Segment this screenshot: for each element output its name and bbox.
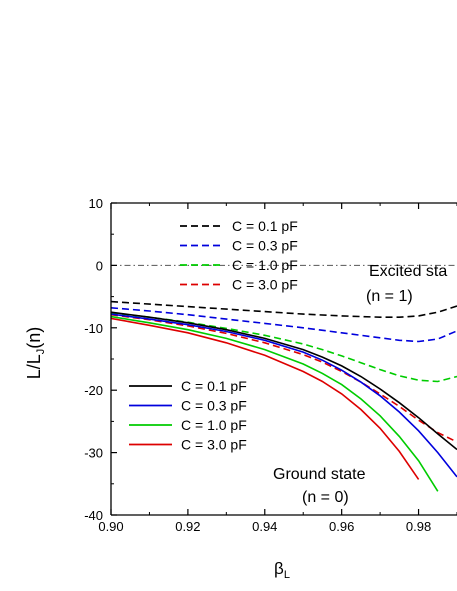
legend-excited-label-0: C = 0.1 pF xyxy=(232,218,298,234)
svg-text:L/LJ(n): L/LJ(n) xyxy=(24,327,47,380)
y-tick-label: -10 xyxy=(84,321,103,336)
legend-ground-label-0: C = 0.1 pF xyxy=(181,378,247,394)
y-tick-label: 10 xyxy=(89,196,103,211)
annotation-ground-title: Ground state xyxy=(273,466,366,483)
x-tick-label: 0.96 xyxy=(329,519,354,534)
series-ground-6 xyxy=(111,315,439,492)
x-tick-label: 0.94 xyxy=(252,519,277,534)
y-tick-label: 0 xyxy=(96,258,103,273)
series-ground-5 xyxy=(111,313,457,478)
legend-ground-label-2: C = 1.0 pF xyxy=(181,417,247,433)
x-tick-label: 0.90 xyxy=(98,519,123,534)
series-ground-4 xyxy=(111,311,457,451)
y-tick-label: -40 xyxy=(84,508,103,523)
legend-ground-label-3: C = 3.0 pF xyxy=(181,437,247,453)
legend-excited-label-3: C = 3.0 pF xyxy=(232,277,298,293)
x-axis-title: βL xyxy=(274,559,290,581)
ticks-layer: 0.90 0.92 0.94 0.96 0.98 10 0 -10 -20 -30 -40 xyxy=(84,196,457,534)
annotation-ground-state: (n = 0) xyxy=(302,489,349,506)
y-axis-title-suffix: (n) xyxy=(24,327,44,349)
series-excited-2 xyxy=(111,312,457,383)
y-tick-label: -20 xyxy=(84,383,103,398)
y-axis-title-sub: J xyxy=(35,349,47,355)
svg-text:βL: βL xyxy=(274,559,290,581)
annotation-excited-title: Excited sta xyxy=(369,263,447,280)
legend-ground-label-1: C = 0.3 pF xyxy=(181,398,247,414)
x-tick-label: 0.98 xyxy=(406,519,431,534)
y-tick-label: -30 xyxy=(84,446,103,461)
x-tick-label: 0.92 xyxy=(175,519,200,534)
series-ground-7 xyxy=(111,317,420,480)
series-layer xyxy=(111,264,457,492)
legend-excited-label-1: C = 0.3 pF xyxy=(232,238,298,254)
legend-excited-label-2: C = 1.0 pF xyxy=(232,257,298,273)
legend-excited: C = 0.1 pF C = 0.3 pF C = 1.0 pF C = 3.0 pF xyxy=(180,218,298,293)
y-axis-title-main: L/L xyxy=(24,354,44,379)
x-axis-title-sub: L xyxy=(284,569,290,581)
x-axis-title-main: β xyxy=(274,559,284,578)
series-excited-3 xyxy=(111,313,457,443)
y-axis-title: L/LJ(n) xyxy=(24,327,47,380)
annotation-excited-state: (n = 1) xyxy=(366,288,413,305)
legend-ground: C = 0.1 pF C = 0.3 pF C = 1.0 pF C = 3.0 pF xyxy=(129,378,247,453)
series-excited-0 xyxy=(111,300,457,319)
series-excited-1 xyxy=(111,307,457,343)
